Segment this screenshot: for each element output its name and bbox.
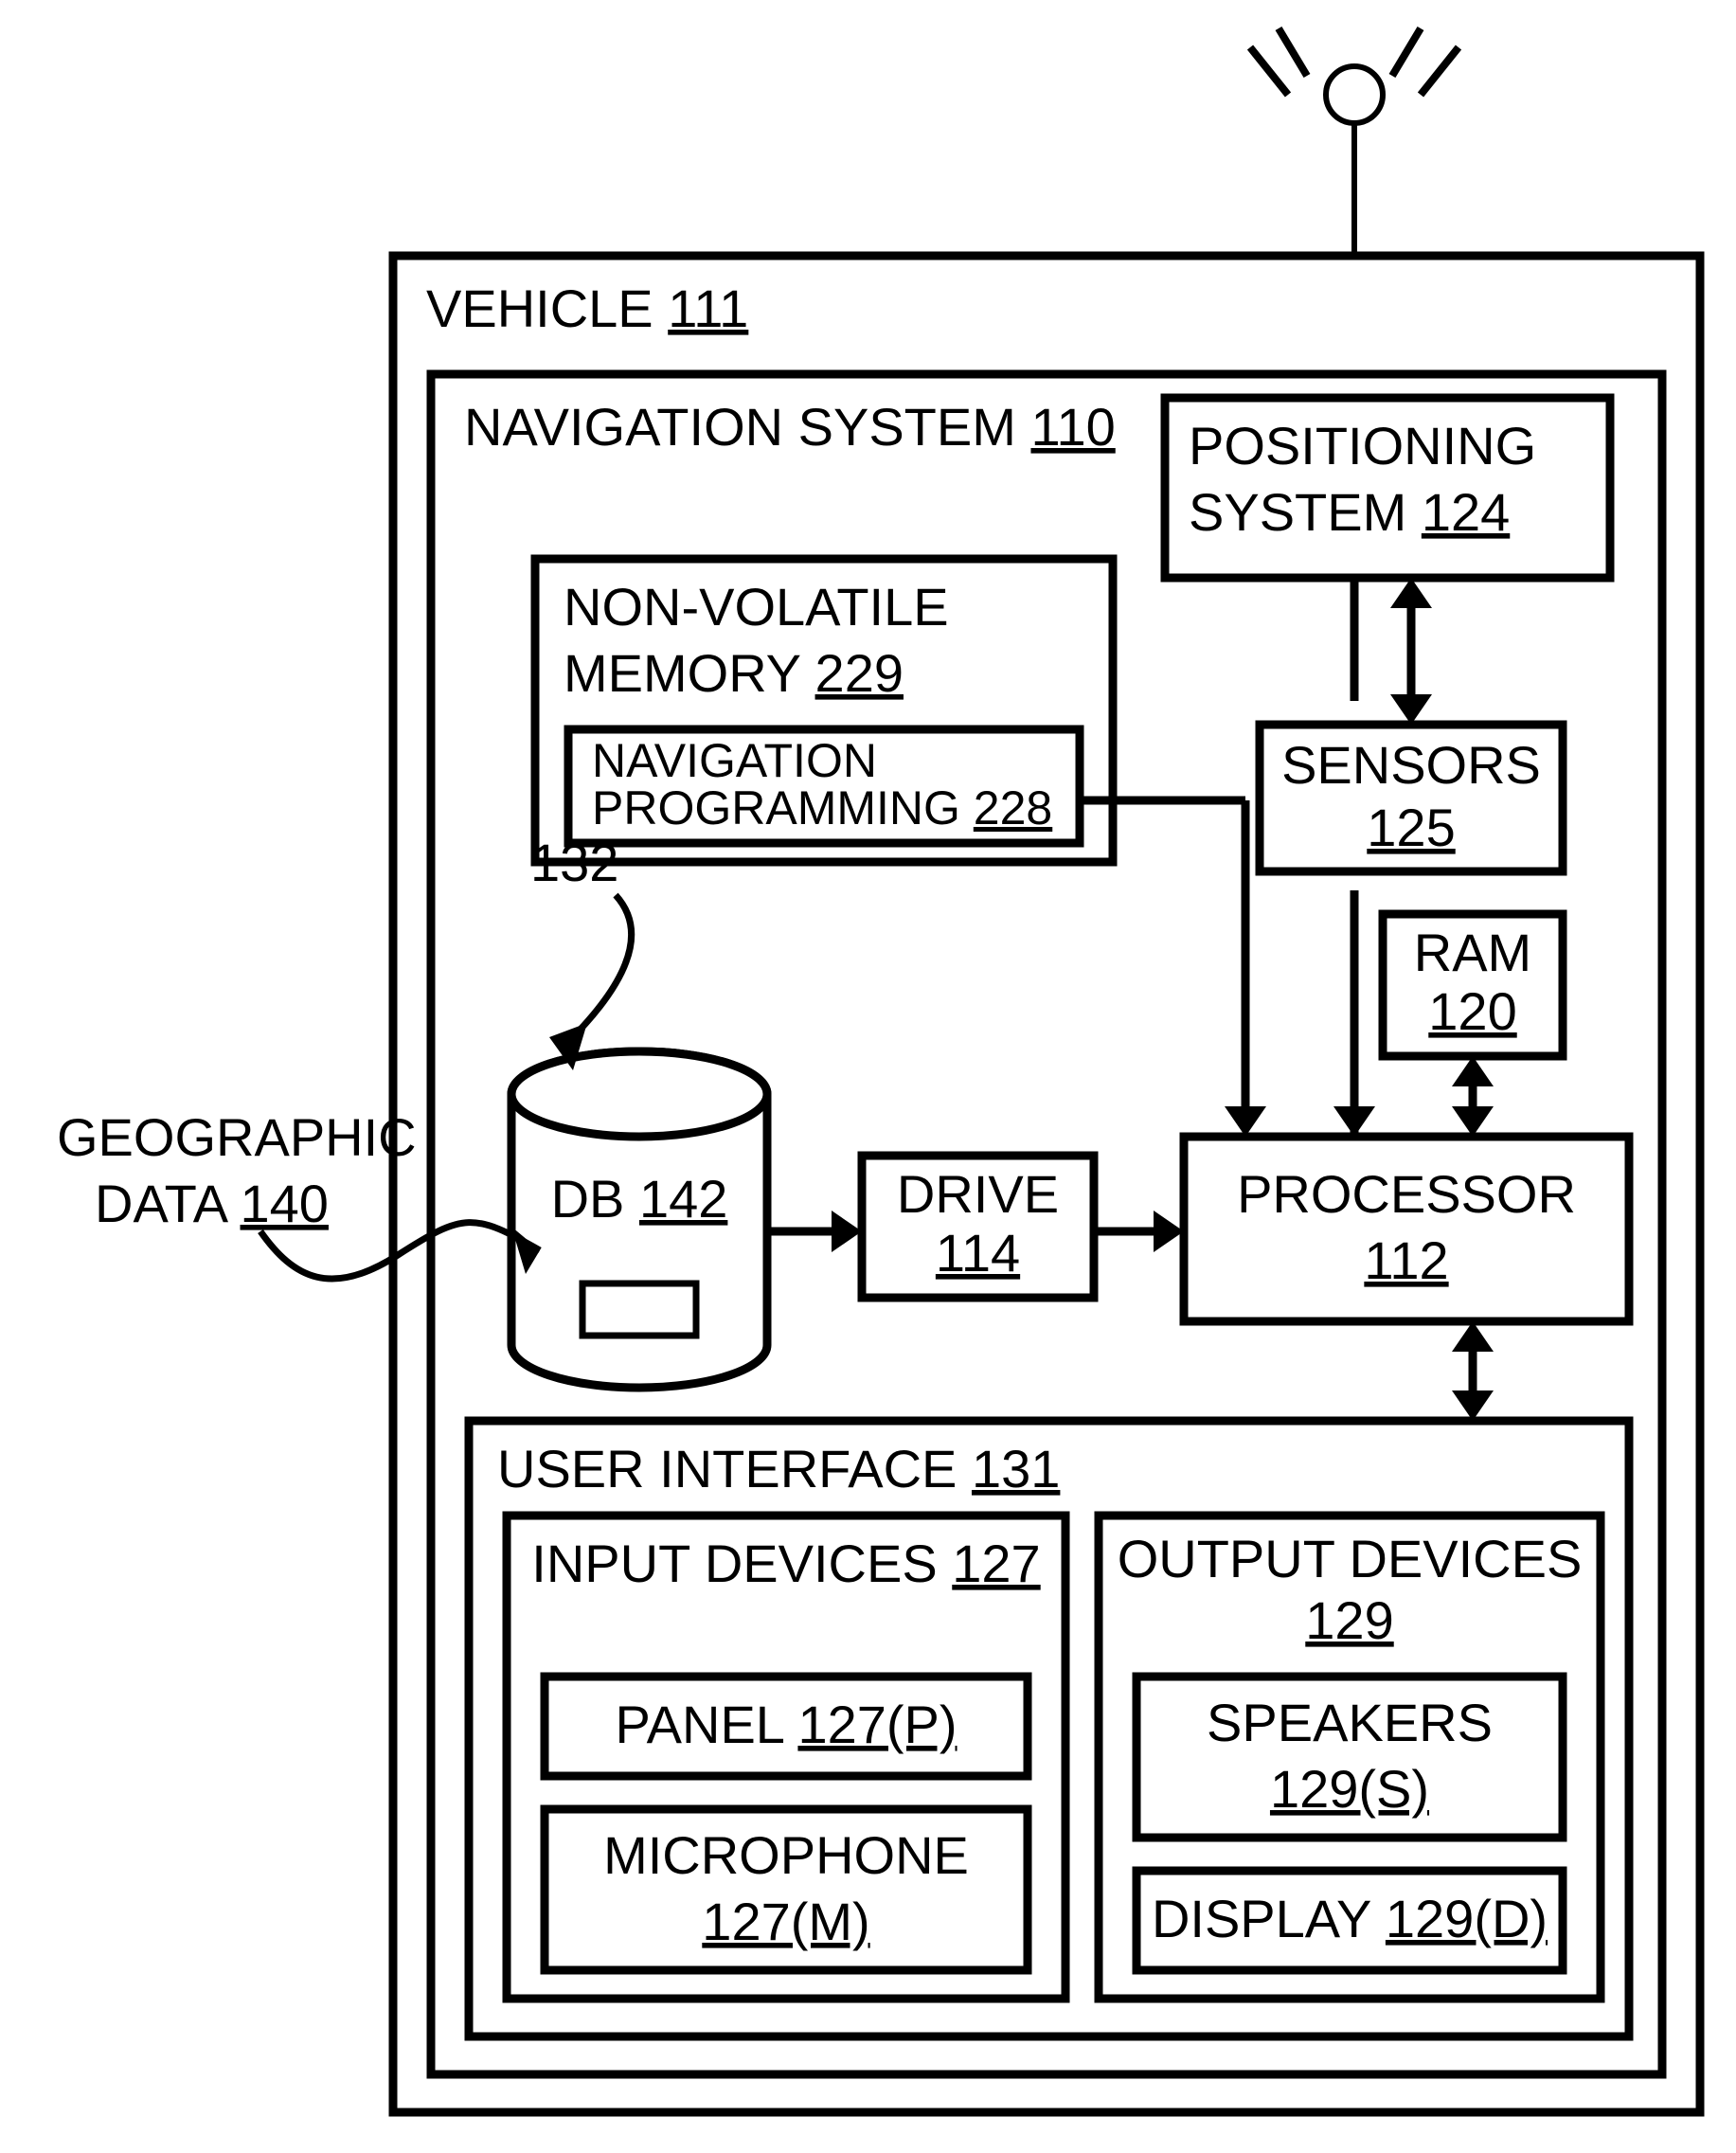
svg-text:VEHICLE 111: VEHICLE 111 bbox=[426, 278, 748, 338]
svg-text:DATA 140: DATA 140 bbox=[95, 1174, 329, 1233]
svg-text:SENSORS: SENSORS bbox=[1281, 735, 1541, 795]
svg-text:PANEL 127(P): PANEL 127(P) bbox=[615, 1695, 957, 1754]
svg-text:DRIVE: DRIVE bbox=[897, 1164, 1059, 1224]
svg-text:DISPLAY 129(D): DISPLAY 129(D) bbox=[1152, 1889, 1548, 1948]
svg-text:USER INTERFACE 131: USER INTERFACE 131 bbox=[497, 1439, 1060, 1498]
svg-text:125: 125 bbox=[1367, 798, 1455, 857]
svg-text:MICROPHONE: MICROPHONE bbox=[603, 1825, 969, 1885]
svg-text:112: 112 bbox=[1364, 1230, 1448, 1290]
svg-text:GEOGRAPHIC: GEOGRAPHIC bbox=[57, 1107, 417, 1167]
svg-text:RAM: RAM bbox=[1414, 923, 1531, 982]
svg-text:MEMORY 229: MEMORY 229 bbox=[564, 643, 904, 703]
svg-text:129(S): 129(S) bbox=[1270, 1759, 1429, 1819]
svg-text:PROCESSOR: PROCESSOR bbox=[1237, 1164, 1576, 1224]
svg-text:SPEAKERS: SPEAKERS bbox=[1207, 1693, 1493, 1752]
svg-text:NAVIGATION SYSTEM 110: NAVIGATION SYSTEM 110 bbox=[464, 397, 1116, 457]
svg-text:132: 132 bbox=[530, 833, 618, 892]
svg-text:NAVIGATION: NAVIGATION bbox=[592, 734, 877, 787]
svg-text:114: 114 bbox=[936, 1223, 1020, 1283]
svg-text:POSITIONING: POSITIONING bbox=[1189, 416, 1536, 475]
svg-text:OUTPUT DEVICES: OUTPUT DEVICES bbox=[1118, 1529, 1583, 1588]
svg-text:129: 129 bbox=[1305, 1590, 1393, 1650]
diagram-canvas: VEHICLE 111 NAVIGATION SYSTEM 110 POSITION… bbox=[0, 0, 1736, 2153]
svg-text:SYSTEM 124: SYSTEM 124 bbox=[1189, 482, 1510, 542]
svg-text:PROGRAMMING 228: PROGRAMMING 228 bbox=[592, 781, 1052, 834]
svg-text:NON-VOLATILE: NON-VOLATILE bbox=[564, 577, 949, 637]
svg-text:DB 142: DB 142 bbox=[551, 1169, 728, 1229]
svg-text:120: 120 bbox=[1428, 981, 1516, 1041]
svg-text:INPUT DEVICES 127: INPUT DEVICES 127 bbox=[531, 1534, 1040, 1593]
svg-text:127(M): 127(M) bbox=[702, 1892, 869, 1951]
